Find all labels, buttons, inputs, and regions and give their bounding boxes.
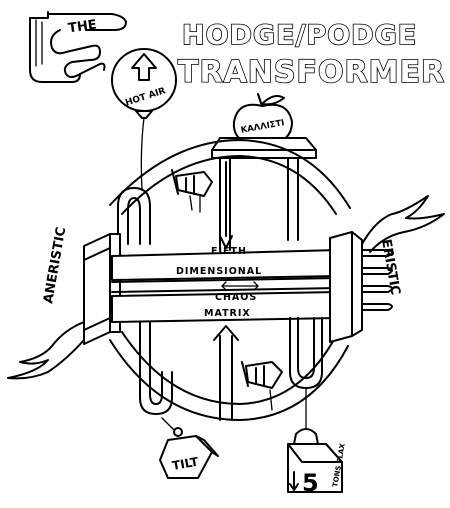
core-line2: DIMENSIONAL [176,266,262,277]
core-line3: CHAOS [215,292,257,303]
tilt-label: TILT [171,454,200,473]
up-arrow-bottom [213,325,239,341]
right-flame-icon [361,195,445,253]
down-arrow-top [219,235,233,249]
ton-number: 5 [302,469,319,497]
right-horn [241,361,283,411]
core-line4: MATRIX [204,308,251,319]
core-line1: FIFTH [211,246,247,257]
ton-weight [287,428,343,493]
tilt-weight [159,427,219,479]
core-block [83,231,393,345]
hot-air-balloon [111,48,177,191]
title-line2: TRANSFORMER [178,55,445,90]
down-arrow-weight [289,471,299,491]
badge-the: THE [67,17,97,36]
pointing-hand-icon [29,11,127,83]
side-left: ANERISTIC [41,226,69,305]
left-horn [171,169,213,213]
left-flame-icon [7,321,85,380]
title-line1: HODGE/PODGE [182,20,417,51]
pedestal [211,137,317,251]
up-arrow-icon [131,53,157,81]
